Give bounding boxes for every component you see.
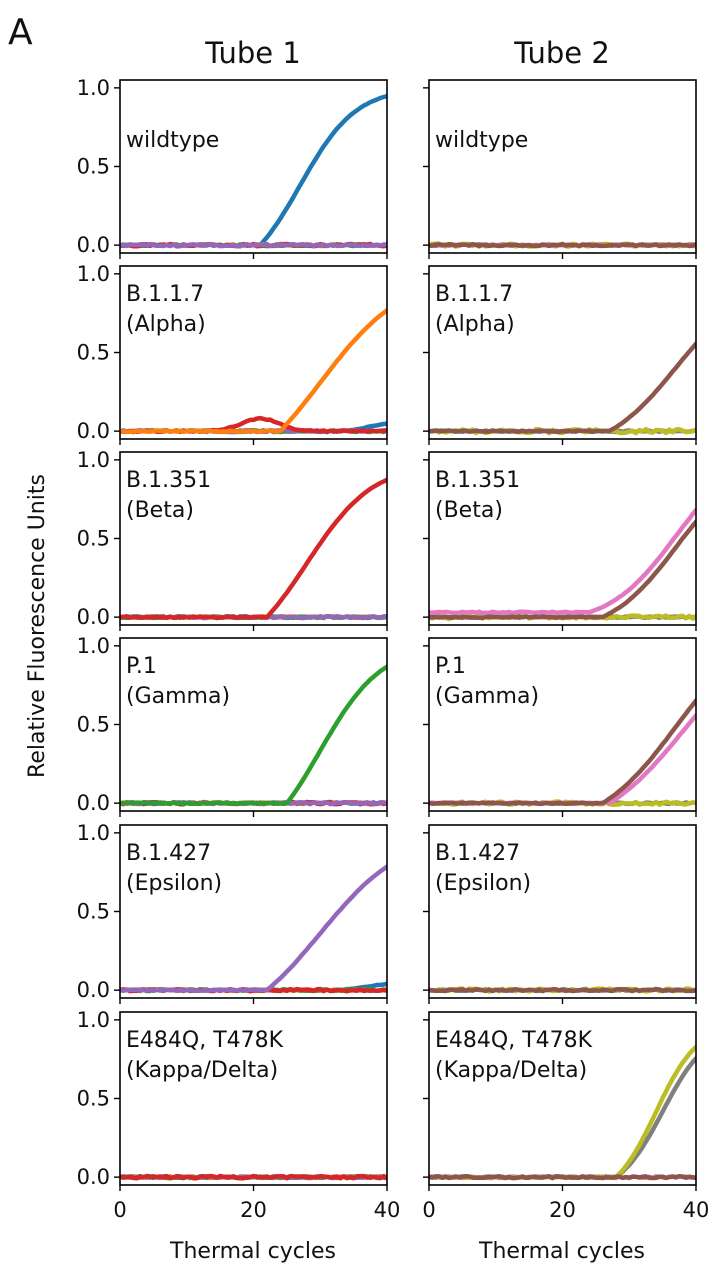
variant-label: B.1.1.7 — [435, 282, 513, 307]
x-axis-label-tube-1: Thermal cycles — [169, 1239, 336, 1264]
variant-label: (Gamma) — [126, 684, 230, 709]
y-tick-label: 1.0 — [77, 76, 110, 100]
series-line-brown — [429, 341, 696, 434]
plot-frame — [428, 637, 697, 812]
series-line-brown — [429, 1173, 696, 1181]
variant-label: (Alpha) — [435, 312, 515, 337]
variant-label: (Beta) — [126, 498, 194, 523]
series-line-brown — [429, 241, 696, 249]
variant-label: P.1 — [435, 654, 466, 679]
plot-panel-r2-c0: 0.0 0.5 1.0 B.1.351 (Beta) — [77, 448, 388, 631]
x-tick-label: 0 — [422, 1198, 435, 1222]
plot-frame — [428, 79, 697, 254]
x-tick-label: 40 — [374, 1198, 401, 1222]
y-tick-label: 0.5 — [77, 155, 110, 179]
variant-label: (Gamma) — [435, 684, 539, 709]
y-tick-label: 0.5 — [77, 900, 110, 924]
variant-label: wildtype — [126, 128, 219, 153]
y-tick-label: 0.0 — [77, 419, 110, 443]
series-line-purple — [120, 864, 387, 994]
y-tick-label: 1.0 — [77, 821, 110, 845]
plot-frame — [119, 637, 388, 812]
x-axis-label-tube-2: Thermal cycles — [478, 1239, 645, 1264]
plot-panel-r5-c1: 0 20 40 E484Q, T478K (Kappa/Delta) — [422, 1011, 710, 1222]
series-line-pink — [429, 507, 696, 616]
series-line-green — [120, 664, 387, 807]
plot-panel-r3-c1: P.1 (Gamma) — [423, 637, 697, 817]
y-tick-label: 0.5 — [77, 527, 110, 551]
plot-panel-r1-c1: B.1.1.7 (Alpha) — [423, 265, 697, 445]
variant-label: E484Q, T478K — [435, 1028, 593, 1053]
y-tick-label: 0.0 — [77, 978, 110, 1002]
plot-panel-r3-c0: 0.0 0.5 1.0 P.1 (Gamma) — [77, 634, 388, 817]
column-title-tube-1: Tube 1 — [204, 36, 301, 70]
variant-label: B.1.351 — [126, 468, 211, 493]
variant-label: wildtype — [435, 128, 528, 153]
plot-panel-r5-c0: 0.0 0.5 1.0 0 20 40 E484Q, T478K (Kappa/Delta) — [77, 1008, 401, 1222]
plot-panel-r4-c1: B.1.427 (Epsilon) — [423, 824, 697, 1004]
variant-label: E484Q, T478K — [126, 1028, 284, 1053]
plot-panel-r0-c0: 0.0 0.5 1.0 wildtype — [77, 76, 388, 259]
y-tick-label: 0.0 — [77, 605, 110, 629]
series-line-brown — [429, 519, 696, 621]
panel-grid: 0.0 0.5 1.0 wildtype wildtype 0.0 0.5 1.0 B.1.1.… — [77, 76, 710, 1222]
plot-frame — [119, 79, 388, 254]
variant-label: B.1.1.7 — [126, 282, 204, 307]
variant-label: (Alpha) — [126, 312, 206, 337]
y-tick-label: 0.5 — [77, 1087, 110, 1111]
x-tick-label: 40 — [683, 1198, 710, 1222]
series-line-brown — [429, 986, 696, 994]
plot-panel-r1-c0: 0.0 0.5 1.0 B.1.1.7 (Alpha) — [77, 262, 388, 445]
y-tick-label: 0.5 — [77, 341, 110, 365]
column-title-tube-2: Tube 2 — [513, 36, 610, 70]
y-tick-label: 1.0 — [77, 262, 110, 286]
plot-panel-r0-c1: wildtype — [423, 79, 697, 259]
series-line-brown — [429, 698, 696, 807]
variant-label: (Beta) — [435, 498, 503, 523]
y-tick-label: 0.0 — [77, 1165, 110, 1189]
variant-label: B.1.427 — [435, 841, 520, 866]
plot-panel-r2-c1: B.1.351 (Beta) — [423, 451, 697, 631]
series-line-red — [120, 477, 387, 621]
y-tick-label: 0.0 — [77, 791, 110, 815]
y-tick-label: 1.0 — [77, 448, 110, 472]
series-line-orange — [120, 308, 387, 435]
variant-label: P.1 — [126, 654, 157, 679]
series-line-pink — [429, 713, 696, 806]
series-line-blue — [120, 93, 387, 248]
x-tick-label: 20 — [240, 1198, 267, 1222]
panel-letter: A — [8, 12, 33, 53]
y-tick-label: 0.5 — [77, 713, 110, 737]
variant-label: (Kappa/Delta) — [435, 1058, 587, 1083]
y-tick-label: 0.0 — [77, 233, 110, 257]
variant-label: B.1.427 — [126, 841, 211, 866]
variant-label: (Epsilon) — [126, 871, 222, 896]
variant-label: (Epsilon) — [435, 871, 531, 896]
series-line-purple — [120, 241, 387, 249]
x-tick-label: 0 — [113, 1198, 126, 1222]
y-tick-label: 1.0 — [77, 634, 110, 658]
variant-label: (Kappa/Delta) — [126, 1058, 278, 1083]
series-line-red — [120, 1173, 387, 1181]
variant-label: B.1.351 — [435, 468, 520, 493]
y-tick-label: 1.0 — [77, 1008, 110, 1032]
y-axis-label: Relative Fluorescence Units — [25, 474, 50, 778]
plot-panel-r4-c0: 0.0 0.5 1.0 B.1.427 (Epsilon) — [77, 821, 388, 1004]
x-tick-label: 20 — [549, 1198, 576, 1222]
